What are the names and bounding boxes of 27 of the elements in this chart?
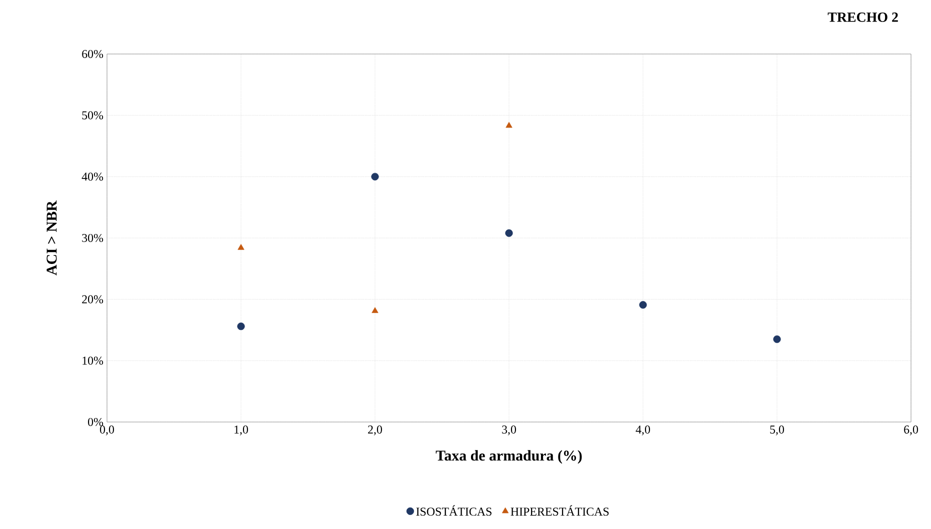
x-axis-title: Taxa de armadura (%): [436, 450, 582, 464]
y-tick-label: 60%: [82, 50, 104, 58]
y-tick-label: 20%: [82, 295, 104, 304]
point: [639, 301, 647, 309]
x-tick-label: 3,0: [502, 426, 516, 436]
x-tick-label: 6,0: [904, 426, 918, 436]
legend-label: HIPERESTÁTICAS: [510, 505, 609, 516]
point: [506, 122, 512, 128]
point: [505, 229, 513, 237]
point: [237, 322, 245, 330]
y-tick-label: 0%: [88, 418, 104, 426]
point: [371, 172, 379, 180]
x-tick-label: 4,0: [636, 426, 650, 436]
point: [238, 244, 244, 250]
point: [372, 307, 378, 313]
y-tick-label: 50%: [82, 111, 104, 120]
y-tick-label: 30%: [82, 234, 104, 242]
y-tick-label: 40%: [82, 172, 104, 181]
chart-title: TRECHO 2: [828, 12, 898, 22]
y-tick-label: 10%: [82, 356, 104, 365]
x-tick-label: 1,0: [234, 426, 248, 436]
legend-label: ISOSTÁTICAS: [416, 505, 492, 516]
y-axis-title: ACI > NBR: [46, 200, 57, 276]
x-tick-label: 0,0: [100, 426, 114, 436]
x-tick-label: 2,0: [368, 426, 382, 436]
x-tick-label: 5,0: [770, 426, 784, 436]
point: [773, 335, 781, 343]
